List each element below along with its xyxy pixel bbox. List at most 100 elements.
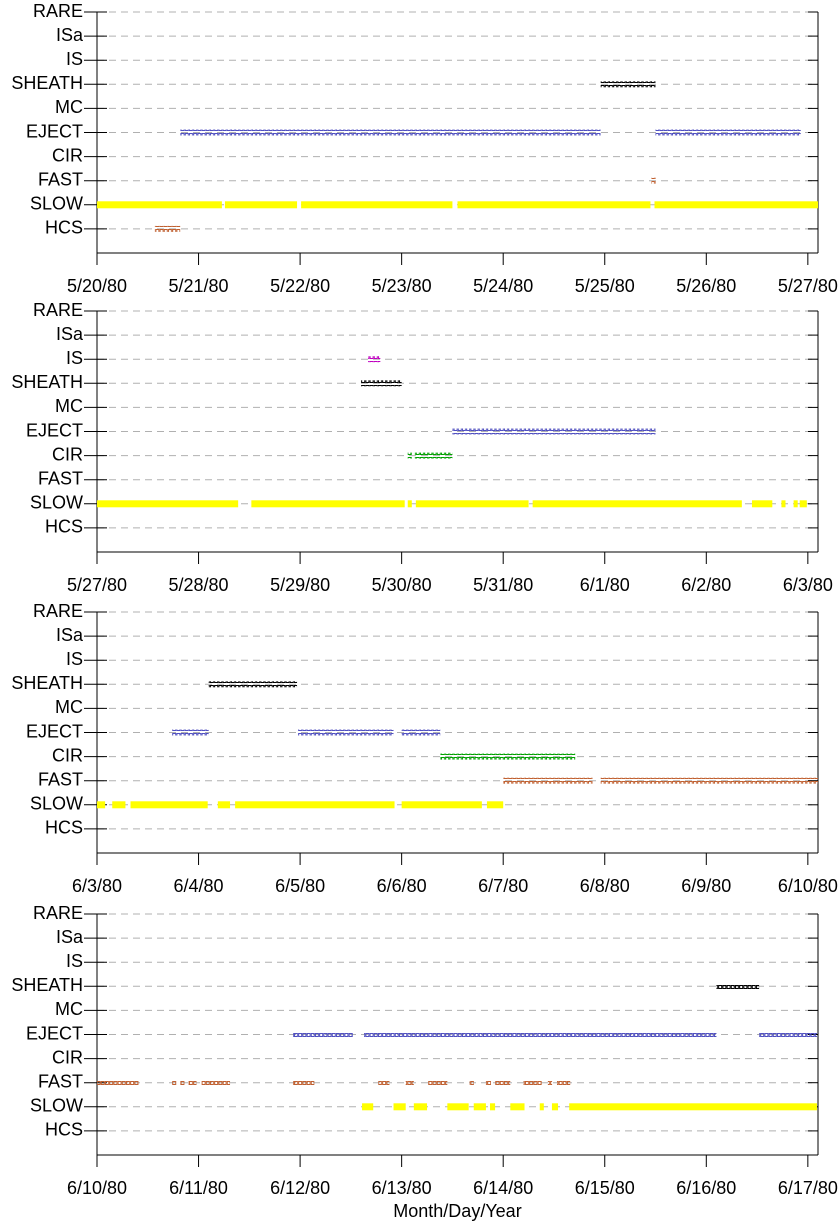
interval-markers (172, 729, 209, 736)
interval-bar (362, 1103, 374, 1111)
x-tick-label: 6/3/80 (783, 575, 833, 595)
x-tick-label: 5/24/80 (473, 276, 533, 296)
x-tick-label: 6/6/80 (377, 876, 427, 896)
x-tick-label: 5/29/80 (270, 575, 330, 595)
interval-markers (172, 1079, 177, 1086)
interval-markers (405, 1079, 414, 1086)
y-tick-label: RARE (33, 601, 83, 621)
interval-markers (655, 129, 801, 136)
x-tick-label: 5/23/80 (372, 276, 432, 296)
x-tick-label: 5/26/80 (676, 276, 736, 296)
interval-markers (485, 1079, 492, 1086)
y-tick-label: IS (66, 951, 83, 971)
y-tick-label: SHEATH (11, 73, 83, 93)
y-tick-label: RARE (33, 903, 83, 923)
interval-bar (97, 201, 222, 209)
interval-bar (217, 801, 231, 809)
x-tick-label: 6/1/80 (580, 575, 630, 595)
x-tick-label: 5/25/80 (575, 276, 635, 296)
interval-markers (201, 1079, 231, 1086)
y-tick-label: HCS (45, 517, 83, 537)
x-tick-label: 6/3/80 (72, 876, 122, 896)
y-tick-label: CIR (52, 1047, 83, 1067)
interval-bar (654, 201, 818, 209)
y-tick-label: ISa (56, 324, 84, 344)
interval-bar (112, 801, 126, 809)
interval-markers (188, 1079, 197, 1086)
interval-markers (368, 356, 381, 363)
interval-markers (414, 452, 453, 459)
y-tick-label: IS (66, 649, 83, 669)
x-tick-label: 6/8/80 (580, 876, 630, 896)
x-tick-label: 6/9/80 (681, 876, 731, 896)
x-tick-label: 5/27/80 (778, 276, 838, 296)
interval-bar (97, 500, 239, 508)
interval-bar (751, 500, 773, 508)
y-tick-label: CIR (52, 145, 83, 165)
interval-bar (130, 801, 208, 809)
y-tick-label: ISa (56, 25, 84, 45)
interval-markers (180, 1079, 185, 1086)
y-tick-label: MC (55, 97, 83, 117)
interval-bar (551, 1103, 559, 1111)
interval-bar (539, 1103, 544, 1111)
x-tick-label: 6/7/80 (478, 876, 528, 896)
interval-markers (361, 380, 402, 387)
interval-markers (364, 1031, 717, 1038)
y-tick-label: SHEATH (11, 673, 83, 693)
x-tick-label: 5/20/80 (67, 276, 127, 296)
interval-bar (457, 201, 651, 209)
interval-markers (428, 1079, 448, 1086)
x-tick-label: 6/13/80 (372, 1178, 432, 1198)
interval-markers (557, 1079, 571, 1086)
interval-bar (532, 500, 742, 508)
y-tick-label: FAST (38, 468, 83, 488)
interval-bar (235, 801, 395, 809)
x-tick-label: 6/5/80 (275, 876, 325, 896)
interval-markers (407, 452, 412, 459)
interval-bar (224, 201, 298, 209)
x-tick-label: 5/22/80 (270, 276, 330, 296)
y-tick-label: MC (55, 999, 83, 1019)
x-tick-label: 5/31/80 (473, 575, 533, 595)
interval-bar (301, 201, 453, 209)
x-tick-label: 5/21/80 (169, 276, 229, 296)
y-tick-label: CIR (52, 745, 83, 765)
x-tick-label: 5/27/80 (67, 575, 127, 595)
interval-markers (495, 1079, 511, 1086)
interval-bar (486, 801, 504, 809)
interval-markers (600, 81, 656, 88)
y-tick-label: FAST (38, 769, 83, 789)
interval-markers (759, 1031, 817, 1038)
y-tick-label: RARE (33, 300, 83, 320)
x-tick-label: 6/16/80 (676, 1178, 736, 1198)
interval-markers (292, 1031, 353, 1038)
interval-bar (489, 1103, 496, 1111)
y-tick-label: SHEATH (11, 975, 83, 995)
interval-bar (473, 1103, 486, 1111)
x-tick-label: 6/14/80 (473, 1178, 533, 1198)
interval-bar (393, 1103, 406, 1111)
interval-markers (401, 729, 441, 736)
interval-bar (97, 801, 106, 809)
y-tick-label: ISa (56, 927, 84, 947)
y-tick-label: SHEATH (11, 372, 83, 392)
x-tick-label: 6/11/80 (169, 1178, 228, 1198)
y-tick-label: HCS (45, 1120, 83, 1140)
interval-markers (298, 729, 394, 736)
interval-markers (440, 753, 576, 760)
interval-markers (154, 225, 181, 232)
y-tick-label: HCS (45, 818, 83, 838)
x-tick-label: 5/28/80 (169, 575, 229, 595)
y-tick-label: IS (66, 49, 83, 69)
interval-bar (781, 500, 786, 508)
interval-markers (97, 1079, 139, 1086)
interval-markers (547, 1079, 553, 1086)
y-tick-label: MC (55, 697, 83, 717)
interval-bar (569, 1103, 817, 1111)
interval-bar (413, 1103, 428, 1111)
interval-bar (401, 801, 482, 809)
interval-markers (469, 1079, 474, 1086)
x-tick-label: 6/4/80 (174, 876, 224, 896)
interval-markers (600, 777, 818, 784)
